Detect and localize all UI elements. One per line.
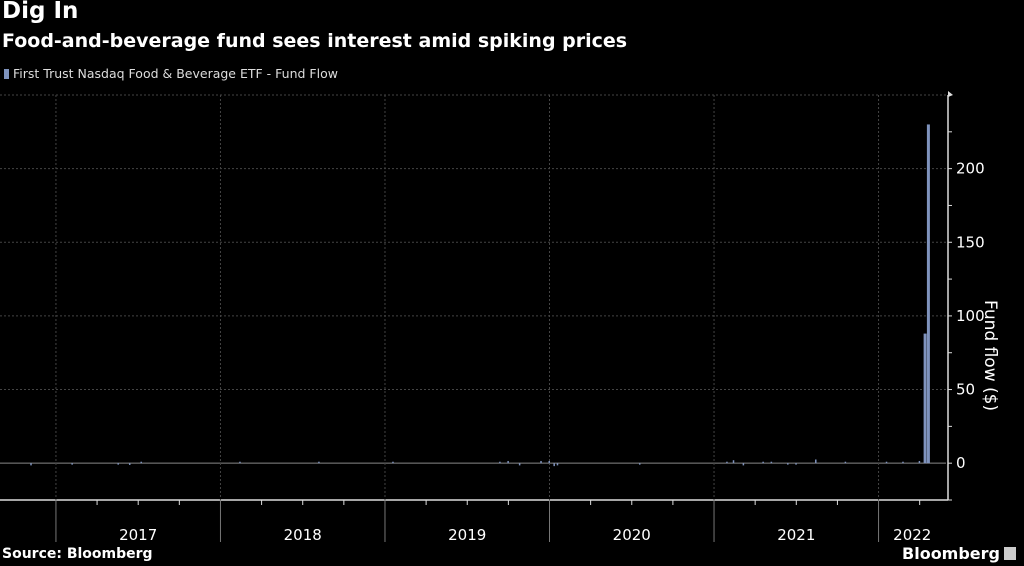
fund-flow-bar	[71, 463, 73, 465]
fund-flow-bar	[128, 463, 131, 465]
x-tick-label: 2017	[119, 526, 157, 544]
fund-flow-bar	[540, 460, 542, 464]
y-tick-label: 0	[956, 454, 966, 472]
fund-flow-bar	[318, 461, 320, 464]
fund-flow-bar	[918, 460, 921, 464]
fund-flow-bar	[239, 461, 241, 464]
fund-flow-bar	[392, 461, 394, 464]
fund-flow-bar	[844, 461, 847, 464]
x-tick-label: 2018	[284, 526, 322, 544]
bloomberg-logo: Bloomberg	[902, 544, 1016, 563]
x-tick-label: 2019	[448, 526, 486, 544]
fund-flow-bar	[762, 461, 764, 464]
y-tick-label: 50	[956, 381, 975, 399]
fund-flow-bar	[726, 461, 728, 464]
legend-label: First Trust Nasdaq Food & Beverage ETF -…	[13, 66, 338, 81]
legend: First Trust Nasdaq Food & Beverage ETF -…	[4, 66, 338, 81]
bloomberg-logo-icon	[1004, 547, 1016, 560]
fund-flow-bar	[815, 459, 817, 464]
fund-flow-bar	[117, 463, 119, 465]
fund-flow-bar	[140, 461, 142, 464]
fund-flow-bar	[518, 463, 521, 466]
chart-subtitle: Food-and-beverage fund sees interest ami…	[2, 30, 628, 52]
y-axis-arrow	[948, 91, 953, 97]
chart-title: Dig In	[2, 0, 79, 24]
brand-text: Bloomberg	[902, 544, 1000, 563]
fund-flow-bar	[30, 463, 32, 466]
fund-flow-bar	[795, 463, 797, 465]
fund-flow-bar	[556, 463, 559, 466]
y-tick-label: 200	[956, 160, 985, 178]
fund-flow-bar	[638, 463, 641, 465]
fund-flow-bar	[885, 461, 888, 464]
legend-swatch	[4, 68, 9, 79]
fund-flow-bar	[732, 460, 735, 464]
fund-flow-bar	[499, 461, 501, 464]
x-tick-label: 2020	[613, 526, 651, 544]
fund-flow-bar	[770, 461, 773, 464]
fund-flow-bar	[548, 460, 551, 464]
fund-flow-bar	[742, 463, 745, 466]
y-tick-label: 150	[956, 233, 985, 251]
fund-flow-bar	[507, 460, 509, 464]
y-tick-label: 100	[956, 307, 985, 325]
fund-flow-bar	[787, 463, 789, 465]
x-tick-label: 2022	[893, 526, 931, 544]
source-note: Source: Bloomberg	[2, 546, 153, 562]
fund-flow-bar	[902, 461, 904, 464]
fund-flow-bar	[553, 463, 555, 467]
x-tick-label: 2021	[777, 526, 815, 544]
fund-flow-bar	[926, 124, 930, 464]
fund-flow-bar	[923, 333, 927, 464]
